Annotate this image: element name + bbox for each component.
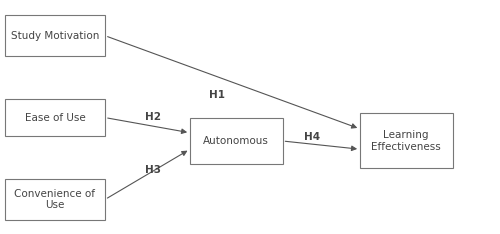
- FancyBboxPatch shape: [190, 118, 282, 164]
- Text: Learning
Effectiveness: Learning Effectiveness: [372, 130, 441, 152]
- FancyBboxPatch shape: [5, 179, 105, 220]
- Text: Convenience of
Use: Convenience of Use: [14, 189, 96, 210]
- Text: Autonomous: Autonomous: [204, 136, 269, 146]
- Text: H4: H4: [304, 132, 320, 142]
- Text: Study Motivation: Study Motivation: [11, 31, 99, 41]
- FancyBboxPatch shape: [5, 99, 105, 136]
- Text: H1: H1: [210, 90, 226, 100]
- Text: Ease of Use: Ease of Use: [24, 113, 86, 123]
- Text: H2: H2: [144, 112, 160, 122]
- FancyBboxPatch shape: [360, 113, 452, 168]
- Text: H3: H3: [144, 165, 160, 175]
- FancyBboxPatch shape: [5, 15, 105, 56]
